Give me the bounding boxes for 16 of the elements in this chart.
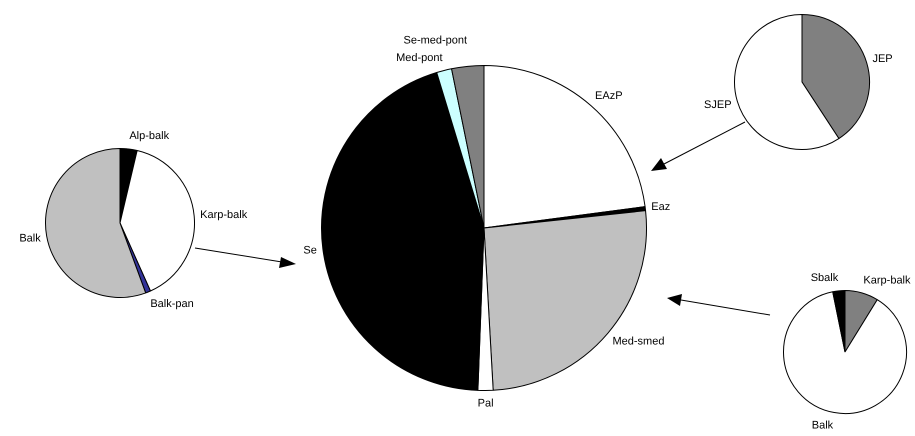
slice-label: JEP xyxy=(872,53,893,66)
slice-label: Se-med-pont xyxy=(403,34,468,46)
slice-label: SJEP xyxy=(704,98,732,111)
slice-label: Karp-balk xyxy=(863,274,911,286)
slice-label: Karp-balk xyxy=(200,208,248,221)
slice-label: Pal xyxy=(478,398,494,410)
slice-label: Balk xyxy=(812,419,834,432)
slice-label: EAzP xyxy=(595,90,623,102)
slice-label: Sbalk xyxy=(810,272,839,284)
slice-label: Eaz xyxy=(651,201,670,214)
slice-label: Med-pont xyxy=(396,52,443,64)
slice-label: Balk-pan xyxy=(150,298,194,310)
slice-label: Se xyxy=(303,244,317,257)
slice-label: Med-smed xyxy=(612,336,664,348)
slice-label: Balk xyxy=(19,232,42,244)
slice-label: Alp-balk xyxy=(129,130,170,142)
